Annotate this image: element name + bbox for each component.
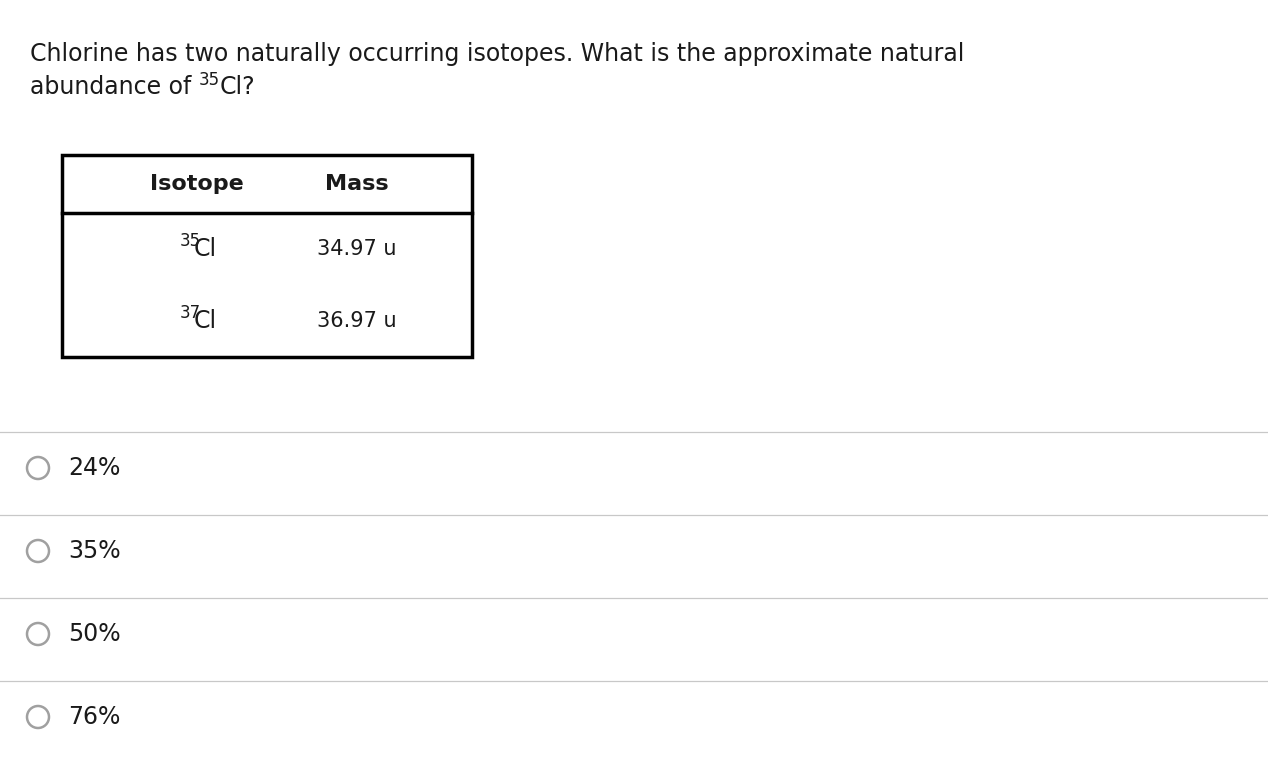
Text: Isotope: Isotope <box>151 174 245 194</box>
Text: 35: 35 <box>199 71 221 89</box>
Text: 24%: 24% <box>68 456 120 480</box>
Text: 35: 35 <box>179 232 200 250</box>
Bar <box>62 155 472 357</box>
Text: 35: 35 <box>199 71 221 89</box>
Text: Cl?: Cl? <box>221 75 256 99</box>
Text: 76%: 76% <box>68 705 120 729</box>
Text: Cl: Cl <box>193 309 217 333</box>
Text: 37: 37 <box>179 304 200 322</box>
Text: 36.97 u: 36.97 u <box>317 311 397 331</box>
Text: 50%: 50% <box>68 622 120 646</box>
Text: abundance of: abundance of <box>30 75 199 99</box>
Text: Mass: Mass <box>326 174 389 194</box>
Text: Cl: Cl <box>193 237 217 261</box>
Text: Chlorine has two naturally occurring isotopes. What is the approximate natural: Chlorine has two naturally occurring iso… <box>30 42 965 66</box>
Text: 34.97 u: 34.97 u <box>317 239 397 259</box>
Text: 35%: 35% <box>68 539 120 563</box>
